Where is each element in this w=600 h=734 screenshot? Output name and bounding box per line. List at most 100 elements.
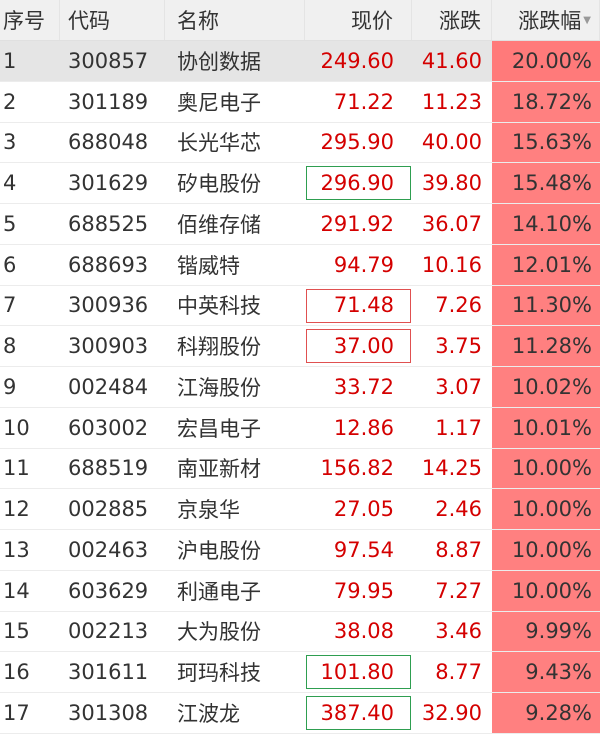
- seq-cell: 1: [3, 48, 17, 73]
- name-cell: 锴威特: [177, 253, 240, 278]
- seq-cell: 7: [3, 293, 17, 318]
- name-cell: 佰维存储: [177, 212, 261, 237]
- change-pct-cell: 14.10%: [492, 204, 600, 244]
- seq-cell: 8: [3, 334, 17, 359]
- change-pct-cell: 10.00%: [492, 489, 600, 529]
- price-highlight-box: [306, 696, 411, 730]
- code-cell: 300857: [68, 48, 149, 73]
- price-cell: 296.90: [320, 171, 394, 196]
- change-cell: 8.77: [435, 660, 482, 685]
- change-pct-cell: 12.01%: [492, 244, 600, 285]
- seq-cell: 10: [3, 415, 30, 440]
- change-cell: 3.46: [435, 619, 482, 644]
- change-pct-cell: 11.28%: [492, 326, 600, 366]
- table-row[interactable]: 9 002484 江海股份 33.72 3.07 10.02%: [0, 367, 600, 408]
- table-row[interactable]: 4 301629 矽电股份 296.90 39.80 15.48%: [0, 163, 600, 204]
- change-cell: 39.80: [421, 171, 482, 196]
- seq-cell: 9: [3, 374, 17, 399]
- change-cell: 40.00: [421, 130, 482, 155]
- table-row[interactable]: 17 301308 江波龙 387.40 32.90 9.28%: [0, 693, 600, 734]
- seq-cell: 5: [3, 211, 17, 236]
- seq-cell: 4: [3, 171, 17, 196]
- header-name[interactable]: 名称: [165, 0, 305, 40]
- code-cell: 002484: [68, 374, 149, 399]
- code-cell: 688525: [68, 211, 149, 236]
- code-cell: 688693: [68, 252, 149, 277]
- change-pct-cell: 11.30%: [492, 285, 600, 326]
- name-cell: 矽电股份: [177, 172, 261, 197]
- table-row[interactable]: 16 301611 珂玛科技 101.80 8.77 9.43%: [0, 652, 600, 693]
- name-cell: 江海股份: [177, 375, 261, 400]
- name-cell: 京泉华: [177, 498, 240, 523]
- price-cell: 12.86: [333, 415, 394, 440]
- seq-cell: 6: [3, 252, 17, 277]
- name-cell: 大为股份: [177, 620, 261, 645]
- change-pct-cell: 10.01%: [492, 407, 600, 448]
- table-row[interactable]: 14 603629 利通电子 79.95 7.27 10.00%: [0, 570, 600, 612]
- price-cell: 387.40: [320, 700, 394, 725]
- price-highlight-box: [306, 329, 411, 364]
- change-cell: 7.26: [435, 293, 482, 318]
- change-cell: 41.60: [421, 48, 482, 73]
- change-pct-cell: 15.48%: [492, 163, 600, 203]
- table-row[interactable]: 11 688519 南亚新材 156.82 14.25 10.00%: [0, 448, 600, 490]
- change-cell: 11.23: [421, 89, 482, 114]
- name-cell: 珂玛科技: [177, 661, 261, 686]
- table-row[interactable]: 7 300936 中英科技 71.48 7.26 11.30%: [0, 285, 600, 327]
- price-highlight-box: [306, 288, 411, 323]
- name-cell: 南亚新材: [177, 457, 261, 482]
- change-cell: 3.75: [435, 334, 482, 359]
- change-pct-cell: 20.00%: [492, 41, 600, 81]
- seq-cell: 11: [3, 456, 30, 481]
- change-cell: 1.17: [435, 415, 482, 440]
- seq-cell: 14: [3, 578, 30, 603]
- price-cell: 156.82: [320, 456, 394, 481]
- table-row[interactable]: 2 301189 奥尼电子 71.22 11.23 18.72%: [0, 81, 600, 123]
- table-header: 序号 代码 名称 现价 涨跌 涨跌幅 ▼: [0, 0, 600, 41]
- table-row[interactable]: 12 002885 京泉华 27.05 2.46 10.00%: [0, 489, 600, 530]
- table-row[interactable]: 1 300857 协创数据 249.60 41.60 20.00%: [0, 41, 600, 82]
- change-cell: 3.07: [435, 374, 482, 399]
- header-price[interactable]: 现价: [305, 0, 412, 40]
- table-row[interactable]: 13 002463 沪电股份 97.54 8.87 10.00%: [0, 530, 600, 571]
- change-cell: 36.07: [421, 211, 482, 236]
- name-cell: 利通电子: [177, 579, 261, 604]
- name-cell: 中英科技: [177, 294, 261, 319]
- price-cell: 33.72: [333, 374, 394, 399]
- price-highlight-box: [306, 655, 411, 690]
- change-cell: 8.87: [435, 537, 482, 562]
- price-cell: 71.48: [333, 293, 394, 318]
- header-change-pct[interactable]: 涨跌幅 ▼: [492, 0, 600, 40]
- sort-desc-icon: ▼: [583, 14, 591, 26]
- table-row[interactable]: 3 688048 长光华芯 295.90 40.00 15.63%: [0, 122, 600, 164]
- seq-cell: 17: [3, 700, 30, 725]
- header-seq[interactable]: 序号: [0, 0, 60, 40]
- header-change-pct-label: 涨跌幅: [518, 9, 582, 33]
- header-code[interactable]: 代码: [60, 0, 165, 40]
- price-cell: 27.05: [333, 497, 394, 522]
- table-row[interactable]: 6 688693 锴威特 94.79 10.16 12.01%: [0, 244, 600, 286]
- name-cell: 江波龙: [177, 701, 240, 726]
- code-cell: 688519: [68, 456, 149, 481]
- seq-cell: 2: [3, 89, 17, 114]
- price-cell: 94.79: [333, 252, 394, 277]
- seq-cell: 15: [3, 619, 30, 644]
- code-cell: 603629: [68, 578, 149, 603]
- seq-cell: 12: [3, 497, 30, 522]
- change-cell: 7.27: [435, 578, 482, 603]
- price-cell: 97.54: [333, 537, 394, 562]
- price-cell: 79.95: [333, 578, 394, 603]
- code-cell: 301629: [68, 171, 149, 196]
- code-cell: 002213: [68, 619, 149, 644]
- header-change[interactable]: 涨跌: [412, 0, 492, 40]
- change-pct-cell: 9.99%: [492, 611, 600, 652]
- name-cell: 科翔股份: [177, 335, 261, 360]
- table-row[interactable]: 10 603002 宏昌电子 12.86 1.17 10.01%: [0, 407, 600, 449]
- change-cell: 14.25: [421, 456, 482, 481]
- seq-cell: 13: [3, 537, 30, 562]
- table-row[interactable]: 8 300903 科翔股份 37.00 3.75 11.28%: [0, 326, 600, 367]
- table-row[interactable]: 5 688525 佰维存储 291.92 36.07 14.10%: [0, 204, 600, 245]
- seq-cell: 3: [3, 130, 17, 155]
- table-row[interactable]: 15 002213 大为股份 38.08 3.46 9.99%: [0, 611, 600, 653]
